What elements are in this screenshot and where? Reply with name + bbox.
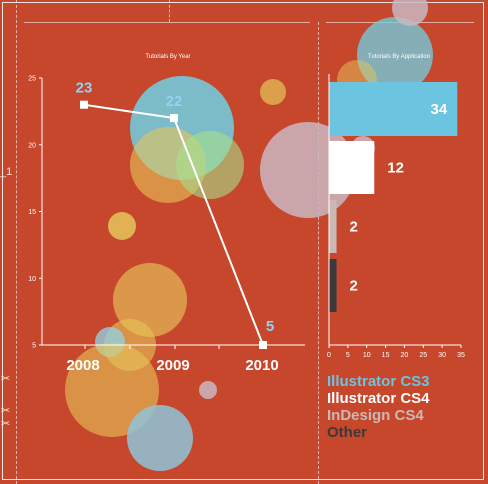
column-guide-line <box>169 0 170 22</box>
panel-divider-line <box>318 22 319 484</box>
bar-x-tick-label: 10 <box>363 352 371 359</box>
y-tick-label: 25 <box>28 76 36 83</box>
decorative-bubble <box>260 79 286 105</box>
scissors-icon: ✂ <box>1 417 11 430</box>
left-guide-line <box>16 0 17 484</box>
page-border <box>2 2 484 480</box>
bar-x-tick-label: 15 <box>382 352 390 359</box>
line-data-label: 23 <box>76 80 93 97</box>
bar-x-tick-label: 30 <box>438 352 446 359</box>
decorative-bubble <box>113 263 187 337</box>
bar-chart-title: Tutorials By Application <box>368 54 430 60</box>
legend-item: InDesign CS4 <box>327 407 424 424</box>
x-category-label: 2010 <box>245 357 278 374</box>
decorative-bubble <box>127 405 193 471</box>
y-tick-label: 5 <box>32 343 36 350</box>
decorative-bubble <box>108 212 136 240</box>
top-rule-left <box>24 22 310 23</box>
bar <box>329 259 337 312</box>
decorative-bubble <box>176 131 244 199</box>
line-chart-title: Tutorials By Year <box>145 54 190 60</box>
bar-data-label: 2 <box>350 278 358 295</box>
decorative-bubble <box>199 381 217 399</box>
line-point <box>80 100 88 109</box>
bar-x-tick-label: 25 <box>419 352 427 359</box>
line-point <box>259 341 267 349</box>
x-category-label: 2008 <box>66 357 99 374</box>
legend-item: Illustrator CS3 <box>327 373 430 390</box>
scissors-icon: ✂ <box>1 404 11 417</box>
legend-item: Other <box>327 424 367 441</box>
y-tick-label: 10 <box>28 276 36 283</box>
bar-group <box>329 82 458 312</box>
x-category-labels: 2008 2009 2010 <box>66 357 278 374</box>
legend-item: Illustrator CS4 <box>327 390 430 407</box>
scissors-icon: ✂ <box>1 372 11 385</box>
line-points <box>80 100 267 349</box>
y-tick-label: 20 <box>28 142 36 149</box>
bar-x-tick-label: 20 <box>401 352 409 359</box>
line-data-labels: 23 22 5 <box>76 80 275 335</box>
bar-x-tick-label: 35 <box>457 352 465 359</box>
line-point <box>170 114 178 123</box>
line-data-label: 5 <box>266 318 274 335</box>
side-label: _1 <box>0 166 13 178</box>
bar-data-label: 34 <box>431 101 448 118</box>
bar-data-label: 2 <box>350 219 358 236</box>
decorative-bubble <box>65 343 159 437</box>
bar-x-tick-label: 0 <box>327 352 331 359</box>
bar-x-axis-ticks: 0 5 10 15 20 25 30 35 <box>327 345 465 359</box>
x-category-label: 2009 <box>156 357 189 374</box>
y-axis-ticks: 5 10 15 20 25 <box>28 76 42 350</box>
bar <box>329 200 337 253</box>
bar <box>329 82 458 136</box>
decorative-bubble <box>392 0 428 26</box>
bar <box>329 141 375 194</box>
bar-data-labels: 34 12 2 2 <box>350 101 448 295</box>
y-tick-label: 15 <box>28 209 36 216</box>
bar-x-tick-label: 5 <box>346 352 350 359</box>
bar-data-label: 12 <box>387 160 404 177</box>
line-data-label: 22 <box>166 93 183 110</box>
